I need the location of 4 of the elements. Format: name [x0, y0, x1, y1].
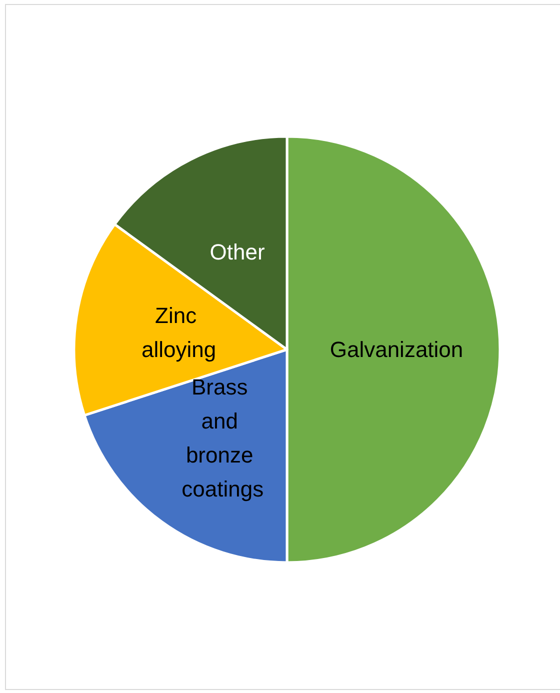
slice-label: Galvanization — [330, 337, 464, 362]
slice-label: Brass and bronze coatings — [182, 374, 264, 502]
slice-label: Zinc alloying — [142, 302, 216, 362]
slice-label: Other — [210, 239, 265, 264]
